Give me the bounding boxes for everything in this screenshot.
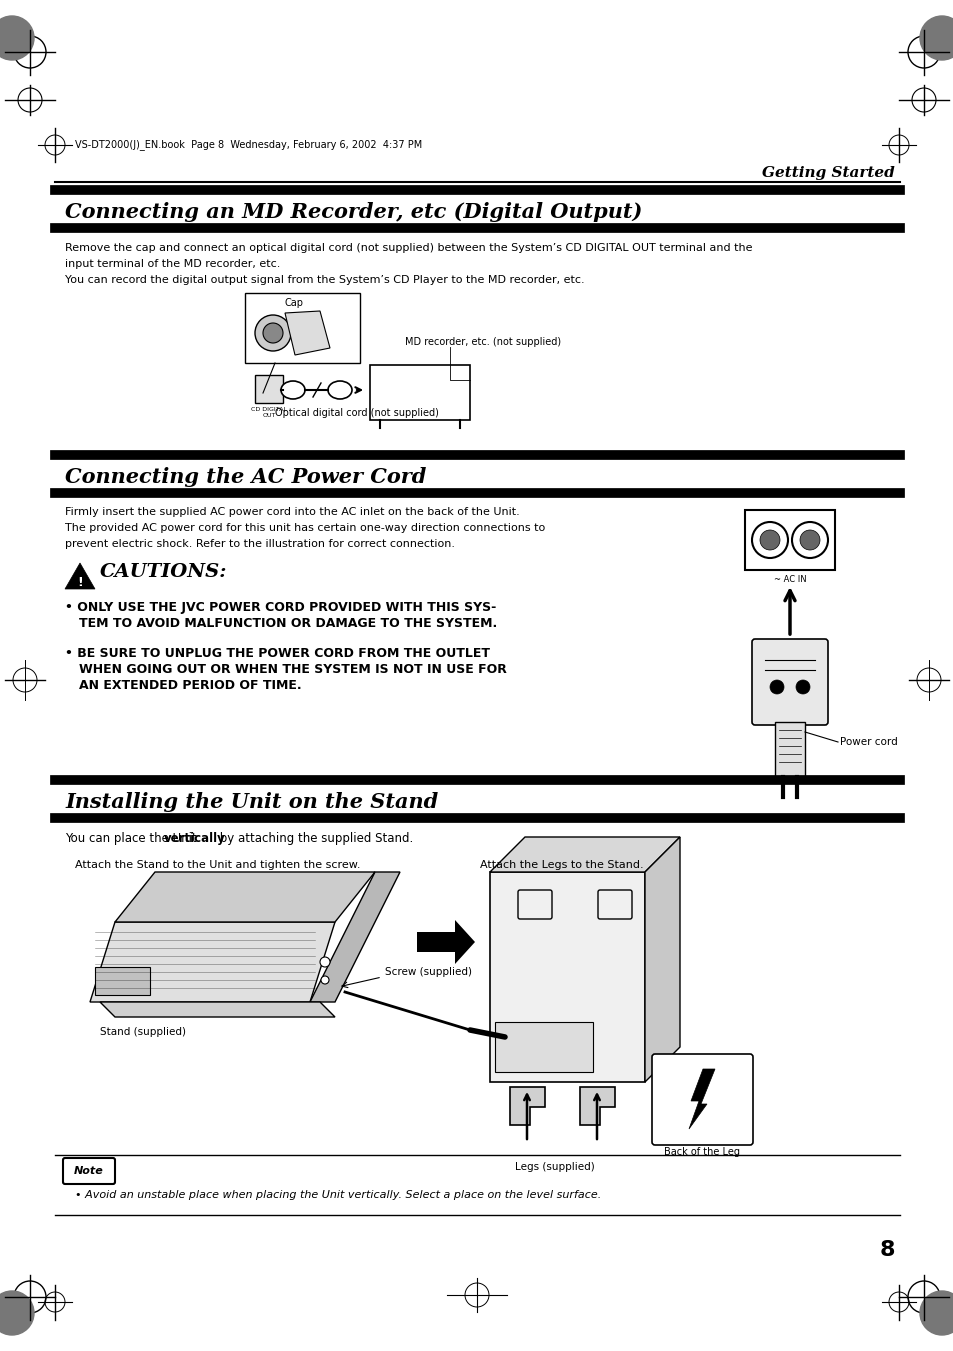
Polygon shape (90, 921, 335, 1002)
Polygon shape (310, 871, 399, 1002)
Text: !: ! (77, 577, 83, 589)
Polygon shape (490, 838, 679, 871)
FancyBboxPatch shape (245, 293, 359, 363)
FancyBboxPatch shape (651, 1054, 752, 1146)
Circle shape (791, 521, 827, 558)
FancyBboxPatch shape (254, 376, 283, 403)
Text: 8: 8 (879, 1240, 894, 1260)
FancyBboxPatch shape (774, 721, 804, 777)
Text: Connecting the AC Power Cord: Connecting the AC Power Cord (65, 467, 426, 486)
FancyBboxPatch shape (370, 365, 470, 420)
Text: AN EXTENDED PERIOD OF TIME.: AN EXTENDED PERIOD OF TIME. (79, 680, 301, 692)
Text: Getting Started: Getting Started (761, 166, 894, 180)
Text: • BE SURE TO UNPLUG THE POWER CORD FROM THE OUTLET: • BE SURE TO UNPLUG THE POWER CORD FROM … (65, 647, 490, 661)
FancyBboxPatch shape (95, 967, 150, 994)
Text: Screw (supplied): Screw (supplied) (385, 967, 472, 977)
Text: Stand (supplied): Stand (supplied) (100, 1027, 186, 1038)
Text: input terminal of the MD recorder, etc.: input terminal of the MD recorder, etc. (65, 259, 280, 269)
Polygon shape (579, 1088, 615, 1125)
Circle shape (795, 680, 809, 694)
Circle shape (320, 975, 329, 984)
Text: Note: Note (74, 1166, 104, 1175)
FancyBboxPatch shape (63, 1158, 115, 1183)
Circle shape (919, 1292, 953, 1335)
Text: TEM TO AVOID MALFUNCTION OR DAMAGE TO THE SYSTEM.: TEM TO AVOID MALFUNCTION OR DAMAGE TO TH… (79, 617, 497, 630)
Circle shape (800, 530, 820, 550)
Text: Firmly insert the supplied AC power cord into the AC inlet on the back of the Un: Firmly insert the supplied AC power cord… (65, 507, 519, 517)
Circle shape (254, 315, 291, 351)
Text: Remove the cap and connect an optical digital cord (not supplied) between the Sy: Remove the cap and connect an optical di… (65, 243, 752, 253)
Text: Attach the Stand to the Unit and tighten the screw.: Attach the Stand to the Unit and tighten… (75, 861, 360, 870)
Text: Legs (supplied): Legs (supplied) (515, 1162, 595, 1173)
Text: VS-DT2000(J)_EN.book  Page 8  Wednesday, February 6, 2002  4:37 PM: VS-DT2000(J)_EN.book Page 8 Wednesday, F… (75, 139, 422, 150)
Ellipse shape (328, 381, 352, 399)
Text: CD DIGITAL
OUT: CD DIGITAL OUT (251, 407, 287, 417)
Text: ~ AC IN: ~ AC IN (773, 576, 805, 584)
Circle shape (0, 16, 34, 59)
Text: vertically: vertically (164, 832, 226, 844)
FancyBboxPatch shape (744, 509, 834, 570)
Ellipse shape (281, 381, 305, 399)
Polygon shape (100, 1002, 335, 1017)
Text: • ONLY USE THE JVC POWER CORD PROVIDED WITH THIS SYS-: • ONLY USE THE JVC POWER CORD PROVIDED W… (65, 601, 496, 613)
Circle shape (919, 16, 953, 59)
Polygon shape (285, 311, 330, 355)
Polygon shape (510, 1088, 544, 1125)
Text: Optical digital cord (not supplied): Optical digital cord (not supplied) (274, 408, 438, 417)
Text: by attaching the supplied Stand.: by attaching the supplied Stand. (215, 832, 413, 844)
Text: Installing the Unit on the Stand: Installing the Unit on the Stand (65, 792, 437, 812)
Text: Back of the Leg: Back of the Leg (663, 1147, 740, 1156)
Circle shape (0, 1292, 34, 1335)
Text: MD recorder, etc. (not supplied): MD recorder, etc. (not supplied) (405, 336, 560, 347)
Polygon shape (115, 871, 375, 921)
Text: Cap: Cap (285, 299, 304, 308)
Text: The provided AC power cord for this unit has certain one-way direction connectio: The provided AC power cord for this unit… (65, 523, 545, 534)
Text: CAUTIONS:: CAUTIONS: (100, 563, 227, 581)
Text: You can record the digital output signal from the System’s CD Player to the MD r: You can record the digital output signal… (65, 276, 584, 285)
Circle shape (751, 521, 787, 558)
Circle shape (760, 530, 780, 550)
Polygon shape (688, 1069, 714, 1129)
Polygon shape (490, 871, 644, 1082)
Polygon shape (416, 920, 475, 965)
Text: WHEN GOING OUT OR WHEN THE SYSTEM IS NOT IN USE FOR: WHEN GOING OUT OR WHEN THE SYSTEM IS NOT… (79, 663, 506, 676)
Text: Power cord: Power cord (840, 738, 897, 747)
Polygon shape (644, 838, 679, 1082)
Text: Attach the Legs to the Stand.: Attach the Legs to the Stand. (479, 861, 643, 870)
Polygon shape (65, 563, 95, 589)
FancyBboxPatch shape (495, 1021, 593, 1071)
Text: prevent electric shock. Refer to the illustration for correct connection.: prevent electric shock. Refer to the ill… (65, 539, 455, 549)
Circle shape (263, 323, 283, 343)
Text: You can place the Unit: You can place the Unit (65, 832, 200, 844)
Text: Connecting an MD Recorder, etc (Digital Output): Connecting an MD Recorder, etc (Digital … (65, 203, 641, 222)
Circle shape (319, 957, 330, 967)
Text: • Avoid an unstable place when placing the Unit vertically. Select a place on th: • Avoid an unstable place when placing t… (75, 1190, 600, 1200)
FancyBboxPatch shape (751, 639, 827, 725)
Circle shape (769, 680, 783, 694)
